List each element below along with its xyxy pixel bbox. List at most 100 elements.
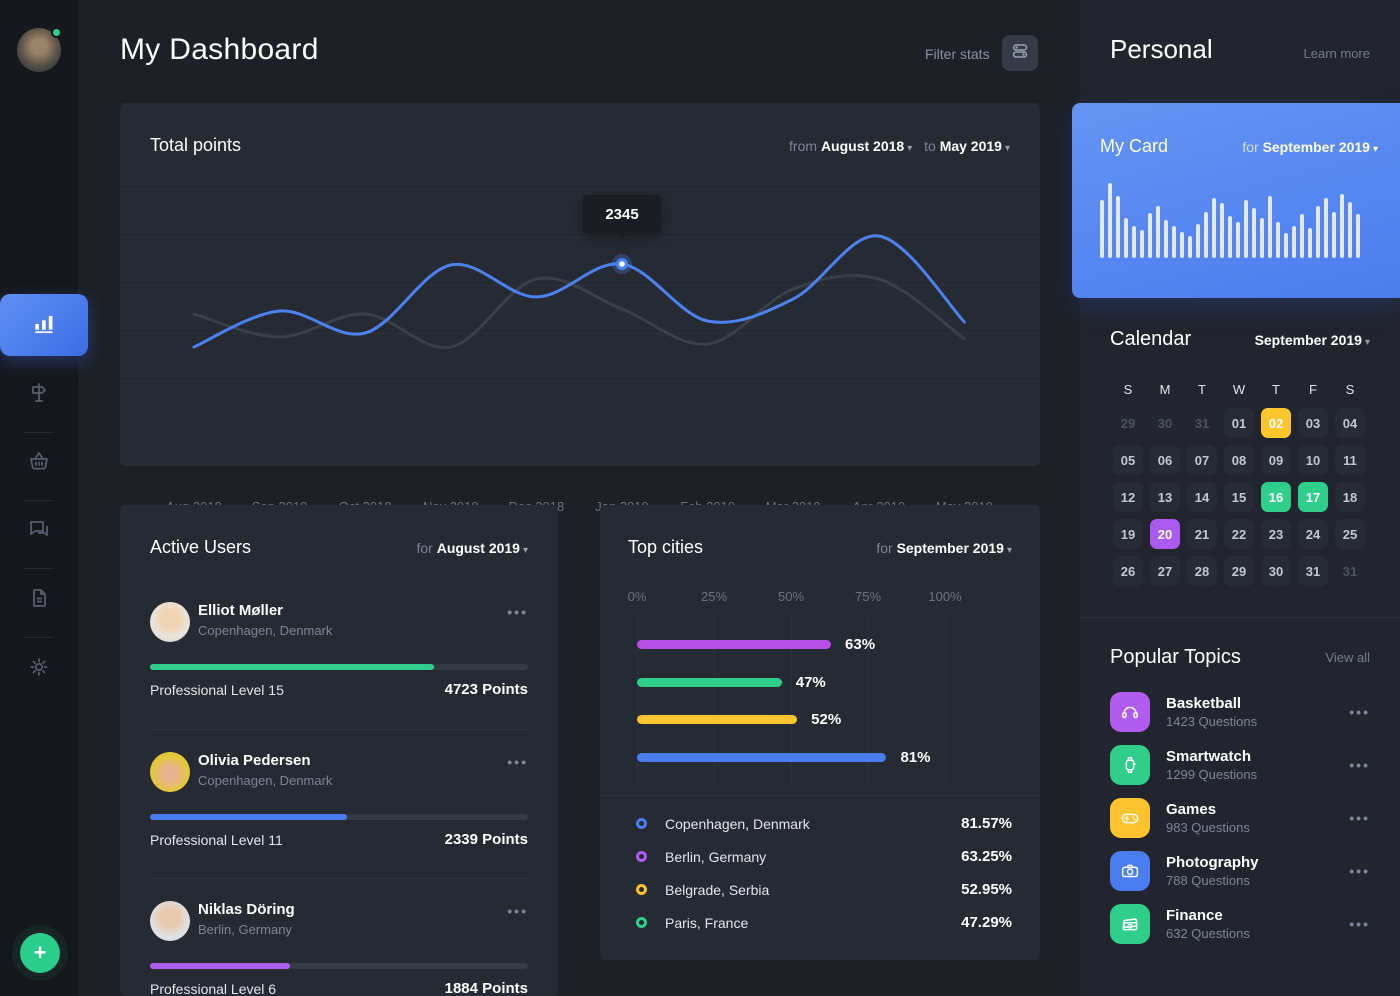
line-chart-svg <box>120 189 1040 382</box>
calendar-day[interactable]: 02 <box>1261 408 1291 438</box>
view-all-link[interactable]: View all <box>1325 650 1370 665</box>
sparkline-bar <box>1356 214 1360 258</box>
my-card-period-selector[interactable]: for September 2019 ▾ <box>1242 139 1378 155</box>
calendar-day[interactable]: 20 <box>1150 519 1180 549</box>
to-date-dropdown[interactable]: May 2019 <box>939 137 1002 154</box>
divider <box>1080 617 1400 618</box>
calendar-day[interactable]: 19 <box>1113 519 1143 549</box>
city-bar <box>637 715 798 724</box>
from-date-dropdown[interactable]: August 2018 <box>820 137 905 154</box>
calendar-day[interactable]: 27 <box>1150 556 1180 586</box>
sidebar-item-basket[interactable] <box>0 443 78 483</box>
sidebar-item-stats[interactable] <box>0 294 88 356</box>
calendar-day[interactable]: 16 <box>1261 482 1291 512</box>
legend-value: 47.29% <box>961 914 1012 931</box>
calendar-day[interactable]: 24 <box>1298 519 1328 549</box>
sparkline-bar <box>1188 236 1192 258</box>
sparkline-bar <box>1252 208 1256 258</box>
topic-row[interactable]: Games 983 Questions ••• <box>1110 798 1370 838</box>
camera-icon <box>1110 851 1150 891</box>
calendar-day[interactable]: 09 <box>1261 445 1291 475</box>
signpost-icon <box>27 380 51 409</box>
calendar-day[interactable]: 30 <box>1150 408 1180 438</box>
more-options-icon[interactable]: ••• <box>507 903 528 919</box>
calendar-day[interactable]: 07 <box>1187 445 1217 475</box>
active-users-list: Elliot Møller Copenhagen, Denmark ••• Profe… <box>150 580 528 996</box>
sidebar-item-signpost[interactable] <box>0 374 78 414</box>
calendar-day[interactable]: 08 <box>1224 445 1254 475</box>
calendar-day[interactable]: 26 <box>1113 556 1143 586</box>
calendar-day[interactable]: 15 <box>1224 482 1254 512</box>
total-points-card: Total points from August 2018 ▾ to May 20… <box>120 103 1040 514</box>
calendar-day[interactable]: 30 <box>1261 556 1291 586</box>
calendar-day[interactable]: 21 <box>1187 519 1217 549</box>
sidebar-item-settings[interactable] <box>0 649 78 689</box>
topic-row[interactable]: Photography 788 Questions ••• <box>1110 851 1370 891</box>
calendar-day[interactable]: 10 <box>1298 445 1328 475</box>
calendar-day[interactable]: 14 <box>1187 482 1217 512</box>
caret-down-icon: ▾ <box>1004 142 1010 154</box>
more-options-icon[interactable]: ••• <box>1349 757 1370 773</box>
sparkline-bar <box>1140 230 1144 258</box>
calendar-day[interactable]: 05 <box>1113 445 1143 475</box>
calendar-day[interactable]: 29 <box>1224 556 1254 586</box>
calendar-day[interactable]: 18 <box>1335 482 1365 512</box>
sidebar-item-documents[interactable] <box>0 580 78 620</box>
x-axis-tick: 100% <box>928 589 962 604</box>
calendar-day[interactable]: 12 <box>1113 482 1143 512</box>
sparkline-bar <box>1284 233 1288 258</box>
topic-row[interactable]: Basketball 1423 Questions ••• <box>1110 692 1370 732</box>
topic-row[interactable]: Finance 632 Questions ••• <box>1110 904 1370 944</box>
sidebar-item-messages[interactable] <box>0 511 78 551</box>
divider <box>600 795 1040 796</box>
gridline <box>714 615 715 785</box>
bar-value-label: 47% <box>795 674 826 691</box>
calendar-day[interactable]: 28 <box>1187 556 1217 586</box>
series-previous-period <box>192 273 966 350</box>
calendar-day[interactable]: 31 <box>1335 556 1365 586</box>
active-users-title: Active Users <box>150 537 252 557</box>
calendar-day[interactable]: 03 <box>1298 408 1328 438</box>
topic-name: Finance <box>1166 907 1223 924</box>
learn-more-link[interactable]: Learn more <box>1303 46 1370 61</box>
user-level: Professional Level 15 <box>150 682 284 698</box>
user-location: Copenhagen, Denmark <box>198 773 333 788</box>
top-cities-period-selector[interactable]: for September 2019 ▾ <box>876 540 1012 556</box>
calendar-day[interactable]: 31 <box>1187 408 1217 438</box>
calendar-day[interactable]: 11 <box>1335 445 1365 475</box>
calendar-day[interactable]: 06 <box>1150 445 1180 475</box>
more-options-icon[interactable]: ••• <box>1349 863 1370 879</box>
tooltip-value: 2345 <box>605 205 639 223</box>
more-options-icon[interactable]: ••• <box>507 604 528 620</box>
legend-row: Copenhagen, Denmark 81.57% <box>628 807 1012 840</box>
calendar-day[interactable]: 22 <box>1224 519 1254 549</box>
city-bar <box>637 678 782 687</box>
calendar-day[interactable]: 01 <box>1224 408 1254 438</box>
gridline <box>637 615 638 785</box>
calendar-day[interactable]: 17 <box>1298 482 1328 512</box>
more-options-icon[interactable]: ••• <box>1349 810 1370 826</box>
calendar-period-selector[interactable]: September 2019 ▾ <box>1255 332 1370 348</box>
add-button[interactable]: + <box>20 933 60 973</box>
calendar-day[interactable]: 23 <box>1261 519 1291 549</box>
sparkline-bar <box>1324 198 1328 258</box>
sparkline-bar <box>1308 228 1312 258</box>
for-label: for <box>416 539 433 556</box>
to-label: to <box>924 137 936 154</box>
calendar-day[interactable]: 29 <box>1113 408 1143 438</box>
calendar-day[interactable]: 31 <box>1298 556 1328 586</box>
chat-icon <box>27 517 51 546</box>
sparkline-bar <box>1244 200 1248 258</box>
user-avatar[interactable] <box>17 27 62 72</box>
active-user-row: Olivia Pedersen Copenhagen, Denmark ••• Pro… <box>150 729 528 878</box>
calendar-day[interactable]: 25 <box>1335 519 1365 549</box>
topic-row[interactable]: Smartwatch 1299 Questions ••• <box>1110 745 1370 785</box>
period-value: August 2019 <box>436 539 520 556</box>
active-users-period-selector[interactable]: for August 2019 ▾ <box>416 540 528 556</box>
more-options-icon[interactable]: ••• <box>1349 916 1370 932</box>
more-options-icon[interactable]: ••• <box>1349 704 1370 720</box>
calendar-day[interactable]: 04 <box>1335 408 1365 438</box>
filter-stats-button[interactable] <box>1002 35 1038 71</box>
calendar-day[interactable]: 13 <box>1150 482 1180 512</box>
more-options-icon[interactable]: ••• <box>507 754 528 770</box>
